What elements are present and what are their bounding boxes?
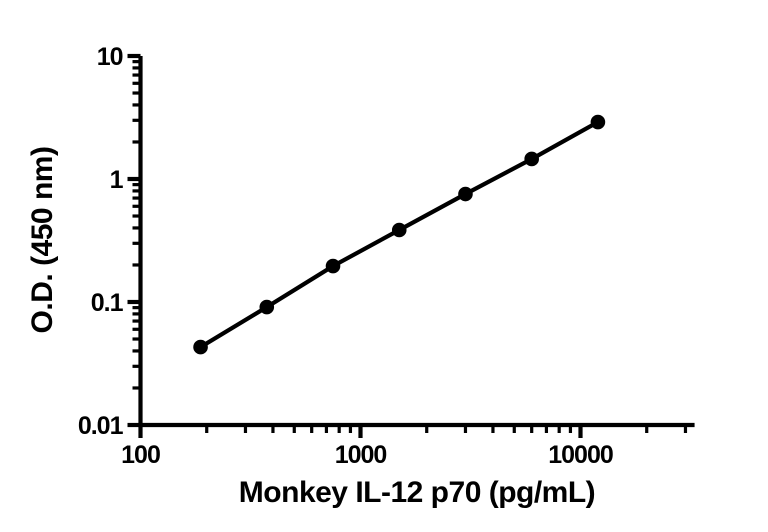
y-axis-title: O.D. (450 nm) xyxy=(26,147,59,334)
y-tick-label: 0.1 xyxy=(91,289,124,317)
data-point xyxy=(590,114,606,130)
data-point xyxy=(524,151,539,167)
tick-labels: 100 1000 10000 0.01 0.1 1 10 xyxy=(78,43,614,469)
axes xyxy=(138,56,695,428)
x-tick-label: 1000 xyxy=(335,441,387,469)
standard-curve-series xyxy=(193,114,606,355)
data-point xyxy=(325,258,341,274)
x-axis-title: Monkey IL-12 p70 (pg/mL) xyxy=(239,476,595,509)
y-tick-label: 1 xyxy=(110,166,124,194)
x-tick-label: 10000 xyxy=(548,441,613,469)
x-tick-label: 100 xyxy=(121,441,160,469)
data-point xyxy=(193,339,208,355)
y-tick-label: 0.01 xyxy=(78,412,124,440)
data-point xyxy=(259,299,275,315)
data-point xyxy=(458,186,473,202)
y-tick-label: 10 xyxy=(97,43,123,71)
data-point xyxy=(391,222,407,238)
